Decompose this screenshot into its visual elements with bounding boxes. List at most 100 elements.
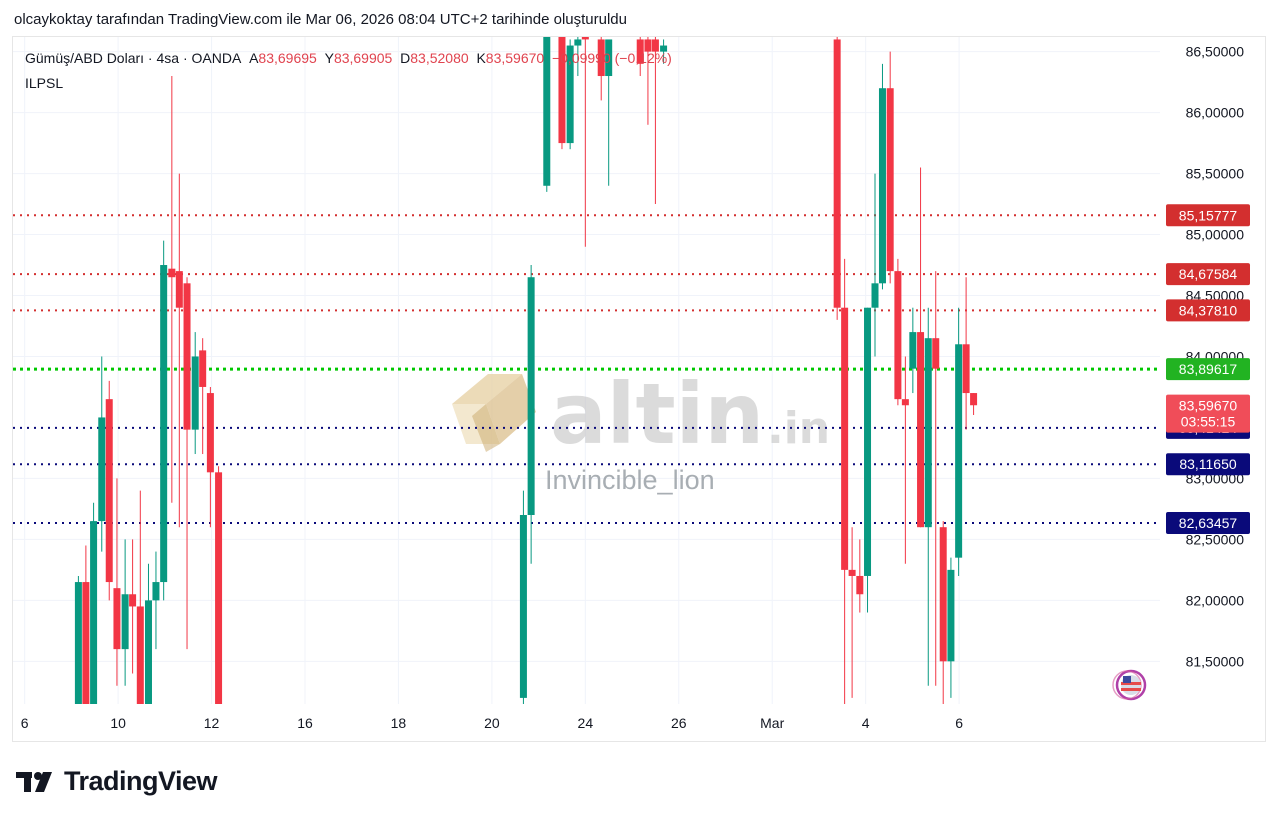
- candle-body: [136, 606, 144, 704]
- price-tick-label: 82,00000: [1186, 592, 1245, 608]
- candle-body: [909, 332, 917, 369]
- symbol-label[interactable]: Gümüş/ABD Doları · 4sa · OANDA: [25, 50, 242, 66]
- level-label-bg: [1166, 453, 1250, 476]
- candle-body: [970, 393, 978, 406]
- candle-body: [121, 594, 129, 650]
- candle-body: [527, 277, 535, 515]
- time-tick-label: 20: [484, 715, 500, 731]
- time-tick-label: Mar: [760, 715, 784, 731]
- price-tick-label: 85,50000: [1186, 166, 1245, 182]
- level-label-bg: [1166, 358, 1250, 381]
- candle-body: [848, 569, 856, 576]
- time-tick-label: 26: [671, 715, 687, 731]
- level-label-bg: [1166, 299, 1250, 322]
- candle-body: [856, 575, 864, 595]
- candle-body: [574, 39, 582, 46]
- candle-body: [955, 344, 963, 558]
- level-label: 84,67584: [1179, 266, 1238, 282]
- tradingview-logo[interactable]: TradingView: [16, 766, 218, 797]
- candle-body: [924, 338, 932, 528]
- low-value: 83,52080: [410, 50, 469, 66]
- tradingview-logo-icon: [16, 771, 52, 792]
- candle-body: [581, 37, 589, 40]
- candle-body: [660, 45, 668, 52]
- candle-body: [129, 594, 137, 607]
- candle-body: [519, 514, 527, 698]
- level-label-bg: [1166, 204, 1250, 227]
- watermark-brand: altin: [550, 365, 764, 463]
- high-value: 83,69905: [333, 50, 393, 66]
- countdown-label: 03:55:15: [1181, 414, 1236, 430]
- low-label: D: [400, 50, 411, 66]
- change-value: −0,09990 (−0,12%): [551, 50, 672, 66]
- candle-body: [105, 399, 113, 583]
- candle-body: [947, 569, 955, 662]
- time-tick-label: 18: [391, 715, 407, 731]
- candle-body: [82, 582, 90, 704]
- candle-body: [939, 527, 947, 662]
- level-label-bg: [1166, 263, 1250, 286]
- chart-frame: [12, 36, 1266, 742]
- indicator-label[interactable]: ILPSL: [25, 75, 64, 91]
- price-tick-label: 86,00000: [1186, 105, 1245, 121]
- candle-body: [878, 88, 886, 284]
- candle-body: [152, 582, 160, 601]
- altin-logo-icon: [452, 374, 536, 452]
- candle-body: [144, 600, 152, 704]
- price-tick-label: 82,50000: [1186, 531, 1245, 547]
- candle-body: [98, 417, 106, 522]
- candle-body: [566, 45, 574, 144]
- time-tick-label: 10: [110, 715, 126, 731]
- candle-body: [651, 39, 659, 52]
- candle-body: [183, 283, 191, 430]
- level-label: 82,63457: [1179, 515, 1238, 531]
- time-tick-label: 24: [578, 715, 594, 731]
- candle-body: [543, 37, 551, 186]
- high-label: Y: [324, 50, 334, 66]
- tradingview-brand: TradingView: [64, 766, 218, 796]
- candle-body: [962, 344, 970, 394]
- price-tick-label: 85,00000: [1186, 227, 1245, 243]
- watermark-author: Invincible_lion: [545, 465, 715, 495]
- close-label: K: [476, 50, 486, 66]
- candle-body: [113, 588, 121, 650]
- last-price-label-bg: [1166, 394, 1250, 433]
- candle-body: [917, 332, 925, 528]
- last-price-label: 83,59670: [1179, 398, 1238, 414]
- candle-body: [551, 15, 558, 21]
- candle-body: [644, 39, 652, 52]
- chart-caption: olcaykoktay tarafından TradingView.com i…: [14, 11, 627, 28]
- flag-icon[interactable]: [1112, 669, 1147, 701]
- candle-body: [160, 265, 168, 583]
- candle-body: [841, 307, 849, 570]
- candle-body: [74, 582, 82, 704]
- candle-body: [206, 393, 214, 473]
- candle-body: [168, 268, 176, 278]
- ohlc-legend: Gümüş/ABD Doları · 4sa · OANDA A83,69695…: [25, 50, 672, 66]
- close-value: 83,59670: [485, 50, 545, 66]
- time-tick-label: 16: [297, 715, 313, 731]
- candle-body: [636, 39, 644, 64]
- level-labels: 85,1577784,6758484,3781083,8961783,41424…: [1166, 204, 1250, 534]
- candle-body: [886, 88, 894, 272]
- level-label: 84,37810: [1179, 302, 1238, 318]
- candle-body: [932, 338, 940, 369]
- candle-body: [871, 283, 879, 308]
- candle-body: [833, 39, 841, 308]
- time-tick-label: 12: [204, 715, 220, 731]
- candle-body: [901, 399, 909, 406]
- level-label: 85,15777: [1179, 207, 1238, 223]
- level-label: 83,89617: [1179, 361, 1238, 377]
- candle-body: [191, 356, 199, 430]
- time-tick-label: 6: [21, 715, 29, 731]
- time-axis[interactable]: 6 10 12 16 18 20 24 26 Mar 4 6: [21, 715, 963, 731]
- price-tick-label: 86,50000: [1186, 44, 1245, 60]
- candle-body: [894, 271, 902, 400]
- candle-body: [558, 37, 566, 144]
- candle-body: [864, 307, 872, 576]
- candle-body: [199, 350, 207, 387]
- open-value: 83,69695: [258, 50, 317, 66]
- candle-body: [175, 271, 183, 308]
- price-tick-label: 81,50000: [1186, 653, 1245, 669]
